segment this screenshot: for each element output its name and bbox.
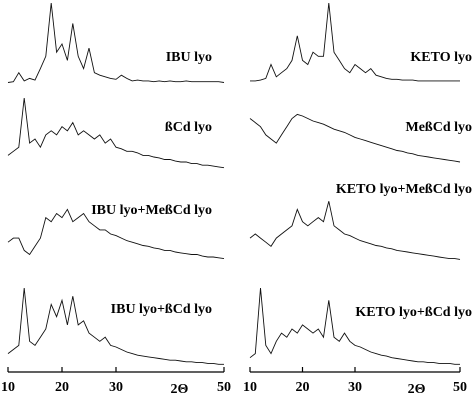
x-tick-label: 20 bbox=[55, 380, 69, 395]
x-axis-label: 2Θ bbox=[171, 382, 189, 397]
x-axis-label: 2Θ bbox=[408, 382, 426, 397]
x-tick-label: 10 bbox=[1, 380, 15, 395]
trace bbox=[249, 201, 461, 260]
trace-label: ßCd lyo bbox=[165, 120, 212, 135]
trace-label: IBU lyo+MeßCd lyo bbox=[91, 203, 212, 218]
trace-label: IBU lyo+ßCd lyo bbox=[111, 302, 212, 317]
trace bbox=[249, 287, 460, 365]
x-tick-label: 50 bbox=[453, 380, 467, 395]
trace bbox=[7, 2, 225, 83]
trace-label: IBU lyo bbox=[166, 50, 212, 65]
trace-label: KETO lyo bbox=[410, 50, 472, 65]
trace-label: KETO lyo+ßCd lyo bbox=[355, 305, 472, 320]
x-tick-label: 30 bbox=[348, 380, 362, 395]
trace bbox=[250, 2, 460, 82]
trace-label: KETO lyo+MeßCd lyo bbox=[336, 182, 472, 197]
trace bbox=[7, 97, 225, 169]
x-tick-label: 50 bbox=[217, 380, 231, 395]
trace-label: MeßCd lyo bbox=[406, 120, 473, 135]
trace bbox=[249, 113, 461, 163]
trace bbox=[7, 287, 224, 365]
x-tick-label: 20 bbox=[296, 380, 310, 395]
trace bbox=[7, 208, 225, 260]
x-tick-label: 10 bbox=[243, 380, 257, 395]
x-tick-label: 30 bbox=[109, 380, 123, 395]
